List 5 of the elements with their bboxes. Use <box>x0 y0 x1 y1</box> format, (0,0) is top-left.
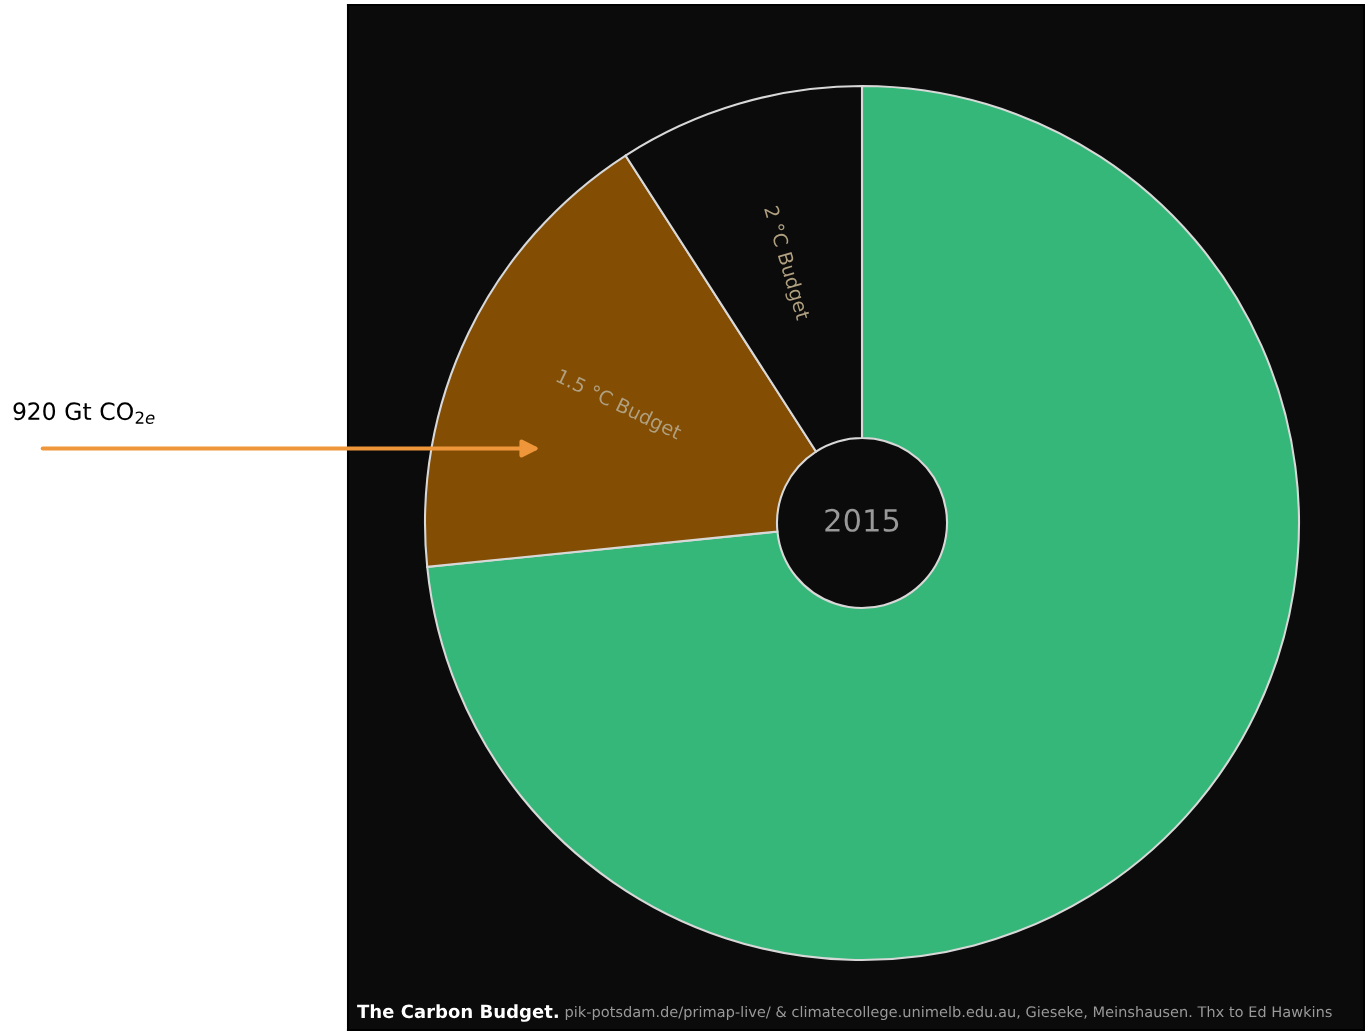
slice-label: 2 °C Budget <box>760 205 812 322</box>
text: The Carbon Budget. <box>357 1004 558 1022</box>
text: pik-potsdam.de/primap-live/ & climatecollege.unimelb.edu.au, Gieseke, Meinshausen. Thx to Ed Hawkins <box>565 1005 1332 1021</box>
text: 2015 <box>825 508 899 532</box>
text: 920 Gt CO$_{2e}$ <box>13 402 155 424</box>
